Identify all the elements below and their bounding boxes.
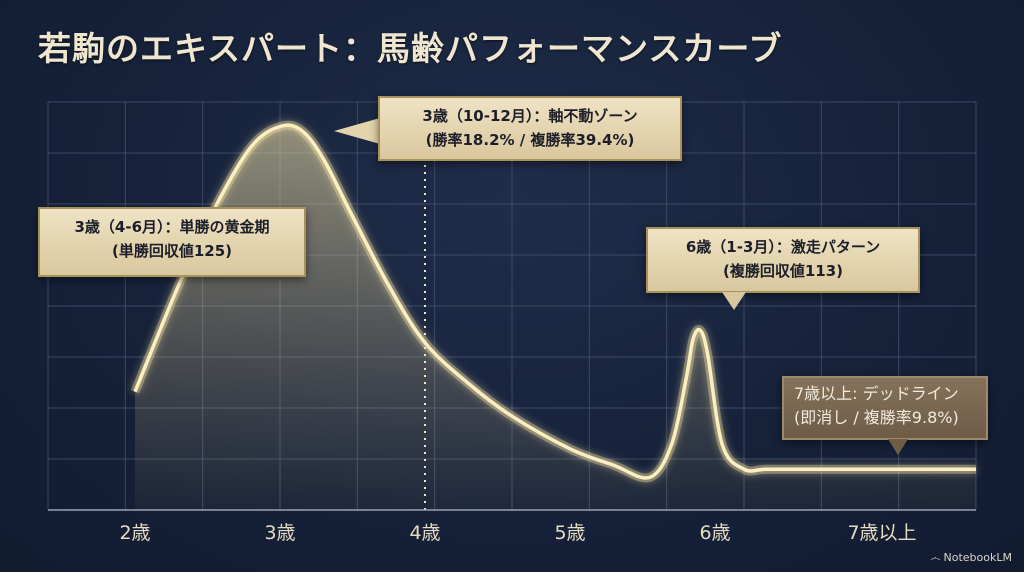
x-tick-label: 6歳 xyxy=(699,522,731,544)
callout-3yo-autumn: 3歳（10-12月）：軸不動ゾーン (勝率18.2% / 複勝率39.4%) xyxy=(378,96,682,161)
callout-3yo-spring-detail: (単勝回収値125) xyxy=(111,242,233,260)
brand-watermark: ෴ NotebookLM xyxy=(930,551,1012,565)
callout-7yo-plus: 7歳以上: デッドライン (即消し / 複勝率9.8%) xyxy=(782,376,988,440)
page-title: 若駒のエキスパート：馬齢パフォーマンスカーブ xyxy=(38,29,783,68)
curve-area-fill xyxy=(135,125,976,510)
callout-6yo-title: 6歳（1-3月）：激走パターン xyxy=(685,238,881,256)
performance-curve-line xyxy=(133,123,976,480)
x-tick-label: 4歳 xyxy=(409,522,441,544)
callout-7yo-plus-detail: (即消し / 複勝率9.8%) xyxy=(794,408,959,427)
callout-7yo-plus-tail xyxy=(888,439,908,455)
notebooklm-logo-icon: ෴ xyxy=(930,551,941,564)
callout-6yo: 6歳（1-3月）：激走パターン (複勝回収値113) xyxy=(646,227,920,293)
callout-6yo-detail: (複勝回収値113) xyxy=(722,262,844,280)
callout-7yo-plus-title: 7歳以上: デッドライン xyxy=(794,384,959,403)
x-tick-label: 2歳 xyxy=(119,522,151,544)
callout-3yo-autumn-tail xyxy=(334,118,380,144)
x-tick-label: 5歳 xyxy=(554,522,586,544)
callout-6yo-tail xyxy=(722,292,746,310)
x-tick-label: 7歳以上 xyxy=(847,522,917,544)
callout-3yo-autumn-title: 3歳（10-12月）：軸不動ゾーン xyxy=(422,107,638,125)
callout-3yo-autumn-detail: (勝率18.2% / 複勝率39.4%) xyxy=(425,131,635,149)
callout-3yo-spring-title: 3歳（4-6月）：単勝の黄金期 xyxy=(74,218,270,236)
x-tick-label: 3歳 xyxy=(264,522,296,544)
callout-3yo-spring: 3歳（4-6月）：単勝の黄金期 (単勝回収値125) xyxy=(38,207,306,277)
brand-name: NotebookLM xyxy=(943,551,1012,564)
